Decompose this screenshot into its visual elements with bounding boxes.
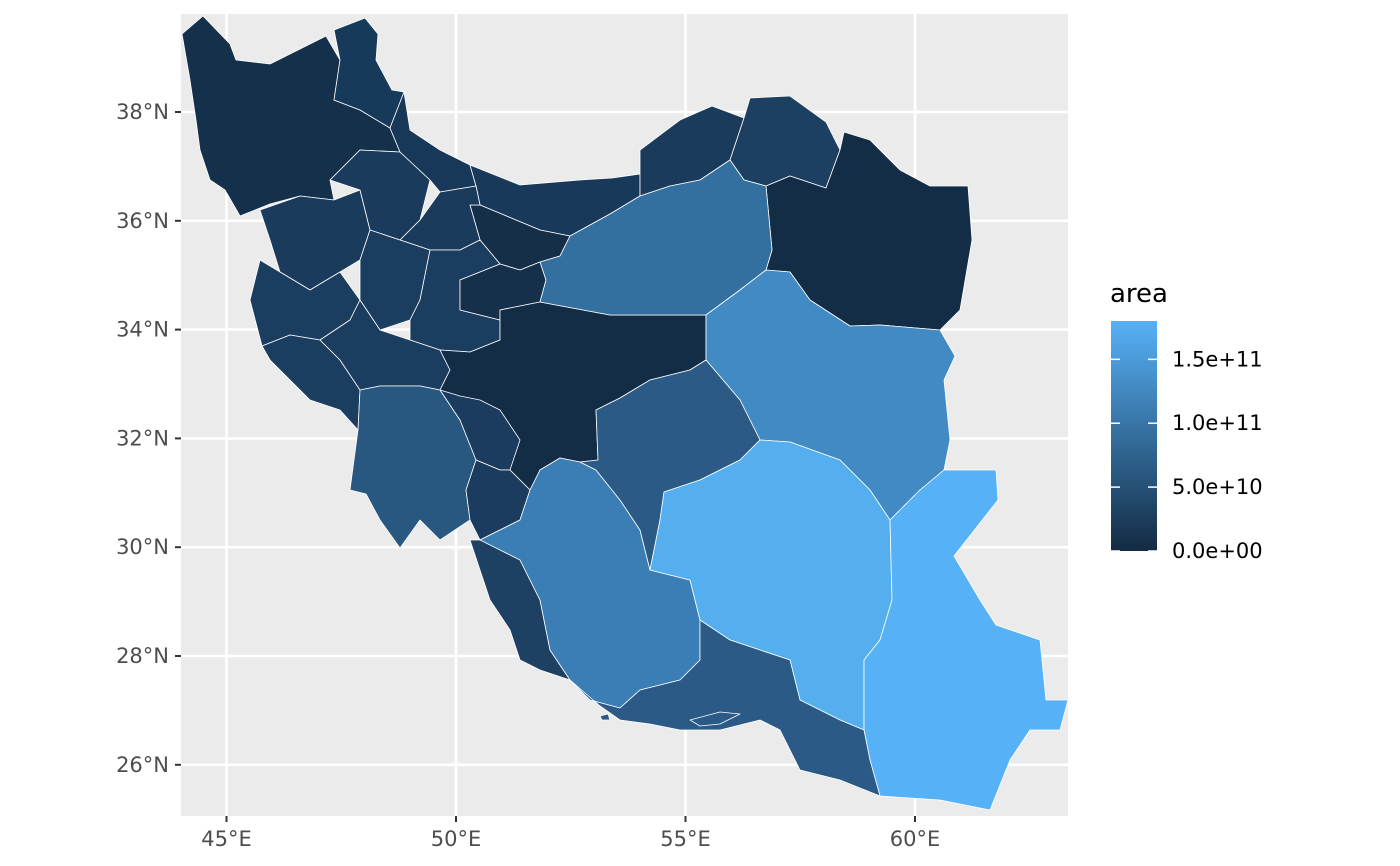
legend-title: area (1110, 279, 1168, 309)
province-sistan-baluchestan (863, 469, 1068, 811)
legend-ticks: 1.5e+11 1.0e+11 5.0e+10 0.0e+00 (1111, 347, 1263, 563)
y-tick-label: 26°N (116, 753, 169, 777)
province-chaharmahal (439, 389, 521, 471)
y-tick-label: 38°N (116, 100, 169, 124)
x-tick-label: 45°E (201, 827, 252, 851)
legend: area 1.5e+11 1.0e+11 5.0e+10 0.0e+00 (1110, 279, 1263, 563)
legend-label: 1.5e+11 (1172, 347, 1263, 371)
y-axis: 38°N 36°N 34°N 32°N 30°N 28°N 26°N (116, 100, 181, 777)
island-qeshm (689, 711, 741, 727)
legend-label: 5.0e+10 (1172, 475, 1263, 499)
legend-label: 1.0e+11 (1172, 411, 1263, 435)
island-kish (599, 713, 611, 721)
province-semnan (539, 159, 773, 316)
y-tick-label: 28°N (116, 644, 169, 668)
y-tick-label: 32°N (116, 426, 169, 450)
x-tick-label: 50°E (431, 827, 482, 851)
x-tick-label: 60°E (890, 827, 941, 851)
provinces (181, 15, 1068, 811)
province-hormozgan (569, 619, 881, 797)
x-tick-label: 55°E (660, 827, 711, 851)
y-tick-label: 36°N (116, 209, 169, 233)
x-axis: 45°E 50°E 55°E 60°E (201, 816, 940, 851)
y-tick-label: 34°N (116, 318, 169, 342)
legend-colorbar (1111, 321, 1157, 551)
y-tick-label: 30°N (116, 535, 169, 559)
legend-label: 0.0e+00 (1172, 539, 1263, 563)
